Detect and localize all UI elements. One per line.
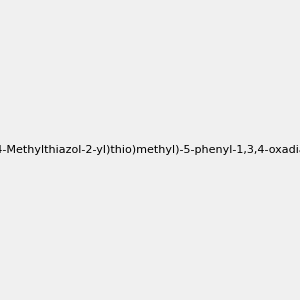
Text: 2-(((4-Methylthiazol-2-yl)thio)methyl)-5-phenyl-1,3,4-oxadiazole: 2-(((4-Methylthiazol-2-yl)thio)methyl)-5… xyxy=(0,145,300,155)
